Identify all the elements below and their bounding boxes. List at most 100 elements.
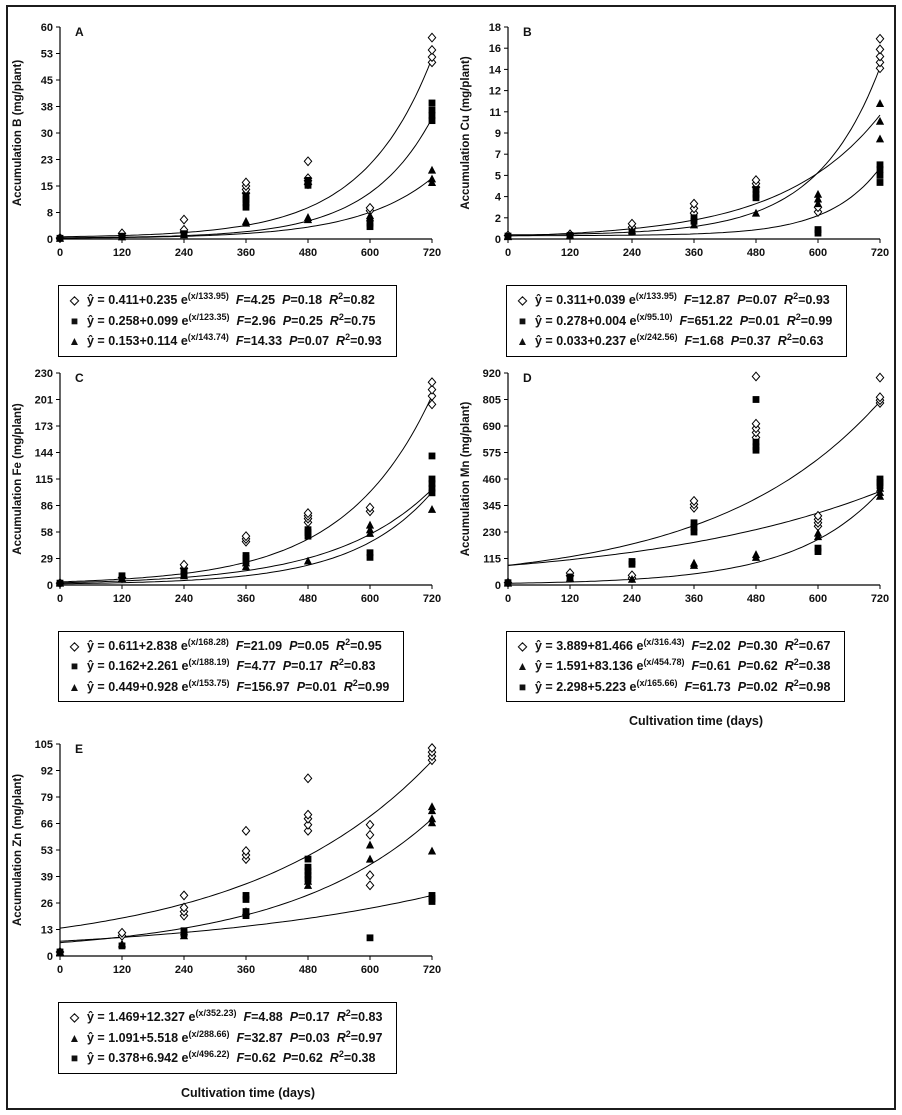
square-point: [428, 475, 436, 482]
stat-r-value: =0.38: [798, 659, 831, 674]
stat-p-value: =0.62: [746, 659, 778, 674]
equation-exponent: (x/168.28): [187, 636, 229, 647]
legend-entry: ▲ ŷ = 0.153+0.114 e(x/143.74) F=14.33 P=0.0…: [67, 331, 382, 352]
square-point: [428, 106, 436, 114]
equation: ŷ = 2.298+5.223 e: [535, 679, 637, 694]
equation: ŷ = 0.258+0.099 e: [87, 313, 189, 328]
fit-curve-triangle: [60, 491, 433, 584]
legend-entry: ■ ŷ = 0.278+0.004 e(x/95.10) F=651.22 P=0.0…: [515, 311, 833, 332]
diamond-point: [689, 198, 699, 209]
triangle-point: [875, 99, 885, 108]
x-tick-label: 240: [175, 593, 193, 605]
triangle-point: [565, 231, 575, 239]
y-tick-label: 115: [483, 553, 501, 565]
equation-exponent: (x/316.43): [643, 636, 685, 647]
y-tick-label: 0: [47, 234, 53, 246]
triangle-point: [427, 165, 437, 174]
square-legend-symbol: ■: [70, 659, 79, 674]
y-tick-label: 460: [483, 474, 501, 486]
equation: ŷ = 0.162+2.261 e: [87, 659, 189, 674]
stat-f-value: =21.09: [243, 638, 283, 653]
stat-f-value: =32.87: [244, 1030, 283, 1045]
y-tick-label: 805: [483, 394, 501, 406]
stat-p-value: =0.01: [305, 679, 337, 694]
y-tick-label: 45: [41, 75, 53, 87]
y-tick-label: 13: [41, 925, 53, 937]
stat-r-value: =0.63: [791, 334, 824, 349]
stat-r-exponent: 2: [338, 311, 344, 322]
stat-r-label: R: [336, 334, 346, 349]
diamond-point: [427, 390, 437, 401]
equation: ŷ = 3.889+81.466 e: [535, 638, 644, 653]
x-tick-label: 360: [237, 964, 255, 976]
y-tick-label: 60: [41, 22, 53, 34]
chart-b: 0 2 4 5 7 9 11 12 14 16 18 0 120 240 360 480 600 720 Accum…: [460, 22, 889, 259]
square-point: [428, 111, 436, 119]
equation-exponent: (x/153.75): [188, 677, 230, 688]
stat-r-exponent: 2: [793, 657, 799, 668]
y-axis-title: Accumulation B (mg/plant): [12, 60, 24, 206]
diamond-point: [689, 495, 699, 506]
stat-p-label: P: [730, 334, 740, 349]
x-tick-label: 480: [299, 593, 317, 605]
x-tick-label: 720: [423, 964, 441, 976]
triangle-point: [813, 189, 823, 198]
square-point: [118, 942, 126, 950]
stat-f-value: =4.25: [243, 293, 276, 308]
stat-f-value: =0.61: [699, 659, 731, 674]
stat-p-label: P: [282, 293, 291, 308]
equation-exponent: (x/123.35): [188, 311, 230, 322]
triangle-point: [503, 232, 513, 241]
square-point: [366, 934, 374, 942]
stat-r-exponent: 2: [793, 636, 799, 647]
x-tick-label: 480: [747, 247, 765, 259]
legend-entry: ◇ ŷ = 0.311+0.039 e(x/133.95) F=12.87 P=0.0…: [515, 290, 832, 311]
stat-f-value: =12.87: [691, 293, 731, 308]
square-point: [752, 442, 760, 450]
triangle-point: [813, 194, 823, 203]
triangle-point: [689, 220, 699, 229]
stat-f-label: F: [236, 659, 245, 674]
square-point: [242, 908, 250, 916]
square-point: [242, 912, 250, 920]
stat-r-label: R: [786, 313, 796, 328]
legend-entry: ◇ ŷ = 0.411+0.235 e(x/133.95) F=4.25 P=0.18…: [67, 290, 382, 311]
stat-f-label: F: [235, 293, 244, 308]
y-tick-label: 12: [489, 86, 501, 98]
diamond-point: [365, 870, 375, 881]
x-tick-label: 120: [113, 593, 131, 605]
y-tick-label: 11: [489, 107, 501, 119]
stat-r-value: =0.67: [798, 638, 831, 653]
legend-entry: ■ ŷ = 2.298+5.223 e(x/165.66) F=61.73 P=0.0…: [515, 677, 831, 698]
fit-curve-diamond: [59, 760, 433, 929]
x-tick-label: 360: [685, 593, 703, 605]
diamond-point: [427, 44, 437, 56]
triangle-point: [303, 556, 313, 565]
square-point: [56, 948, 64, 956]
diamond-point: [365, 819, 375, 831]
square-point: [752, 438, 760, 446]
diamond-legend-symbol: ◇: [69, 638, 80, 653]
stat-r-label: R: [343, 679, 353, 694]
stat-f-value: =61.73: [692, 679, 731, 694]
equation: ŷ = 0.449+0.928 e: [87, 679, 189, 694]
stat-r-value: =0.93: [350, 334, 382, 349]
panel-grid: 0 8 15 23 30 38 45 53 60 0 120 240 360 480 600 720 Accum…: [10, 13, 894, 1100]
y-tick-label: 26: [41, 898, 53, 910]
diamond-point: [303, 819, 313, 831]
stat-r-exponent: 2: [345, 1028, 351, 1039]
stat-p-value: =0.17: [291, 659, 323, 674]
x-tick-label: 240: [175, 247, 193, 259]
diamond-point: [241, 825, 251, 837]
diamond-point: [427, 384, 437, 395]
stat-f-label: F: [691, 659, 700, 674]
y-tick-label: 18: [489, 22, 501, 34]
y-tick-label: 8: [47, 208, 53, 220]
triangle-point: [303, 881, 313, 890]
y-tick-label: 9: [495, 128, 501, 140]
legend-entry: ▲ ŷ = 1.091+5.518 e(x/288.66) F=32.87 P=0.0…: [67, 1028, 383, 1049]
stat-r-exponent: 2: [338, 1049, 344, 1060]
diamond-point: [875, 33, 885, 44]
fit-curve-diamond: [507, 400, 881, 566]
equation: ŷ = 1.091+5.518 e: [87, 1030, 189, 1045]
